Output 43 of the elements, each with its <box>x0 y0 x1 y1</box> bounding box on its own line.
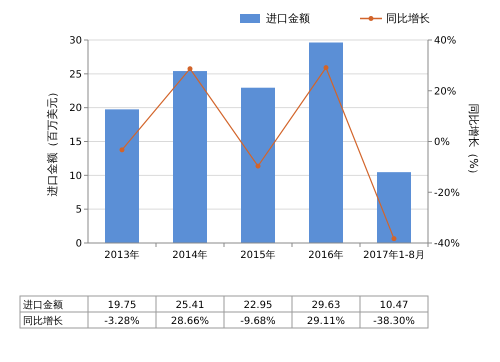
y2-axis-title: 同比增长（%） <box>467 103 480 180</box>
x-tick-label: 2014年 <box>172 249 208 261</box>
point <box>120 147 124 152</box>
y-tick-label: 15 <box>69 137 82 148</box>
y2-tick-label: 20% <box>434 86 456 98</box>
data-label: -9.68% <box>240 316 276 327</box>
data-label: 22.95 <box>244 300 272 311</box>
text: 进口金额 <box>23 300 63 311</box>
data-label: 29.63 <box>312 300 340 311</box>
point <box>392 236 396 242</box>
y2-tick-label: -40% <box>434 238 460 250</box>
point <box>256 164 260 169</box>
bar <box>241 88 275 243</box>
y-tick-label: 0 <box>76 238 82 250</box>
y2-tick-label: 40% <box>434 36 456 46</box>
y-tick-label: 30 <box>69 36 82 46</box>
bar <box>173 71 207 243</box>
y-tick-label: 5 <box>76 204 82 216</box>
data-label: -3.28% <box>104 316 140 327</box>
data-label: 19.75 <box>108 300 136 311</box>
point <box>324 65 328 70</box>
y-axis-title: 进口金额（百万美元） <box>46 86 59 196</box>
text: 同比增长 <box>23 316 63 327</box>
y2-tick-label: -20% <box>434 188 460 199</box>
legend-label: 进口金额 <box>266 12 310 25</box>
data-label: 25.41 <box>176 300 204 311</box>
bar <box>309 42 343 243</box>
y-tick-label: 10 <box>69 170 82 182</box>
legend-label: 同比增长 <box>386 12 430 25</box>
data-label: 28.66% <box>170 316 210 327</box>
bar <box>377 172 411 243</box>
x-tick-label: 2015年 <box>240 249 276 261</box>
y-tick-label: 25 <box>69 69 82 80</box>
bar <box>105 109 139 243</box>
data-label: 10.47 <box>380 300 408 311</box>
point <box>188 66 192 72</box>
x-tick-label: 2013年 <box>104 249 140 261</box>
x-tick-label: 2016年 <box>308 249 344 261</box>
y-tick-label: 20 <box>69 103 82 114</box>
y2-tick-label: 0% <box>434 137 450 148</box>
data-label: -38.30% <box>373 316 415 327</box>
data-label: 29.11% <box>306 316 346 327</box>
x-tick-label: 2017年1-8月 <box>363 249 425 261</box>
